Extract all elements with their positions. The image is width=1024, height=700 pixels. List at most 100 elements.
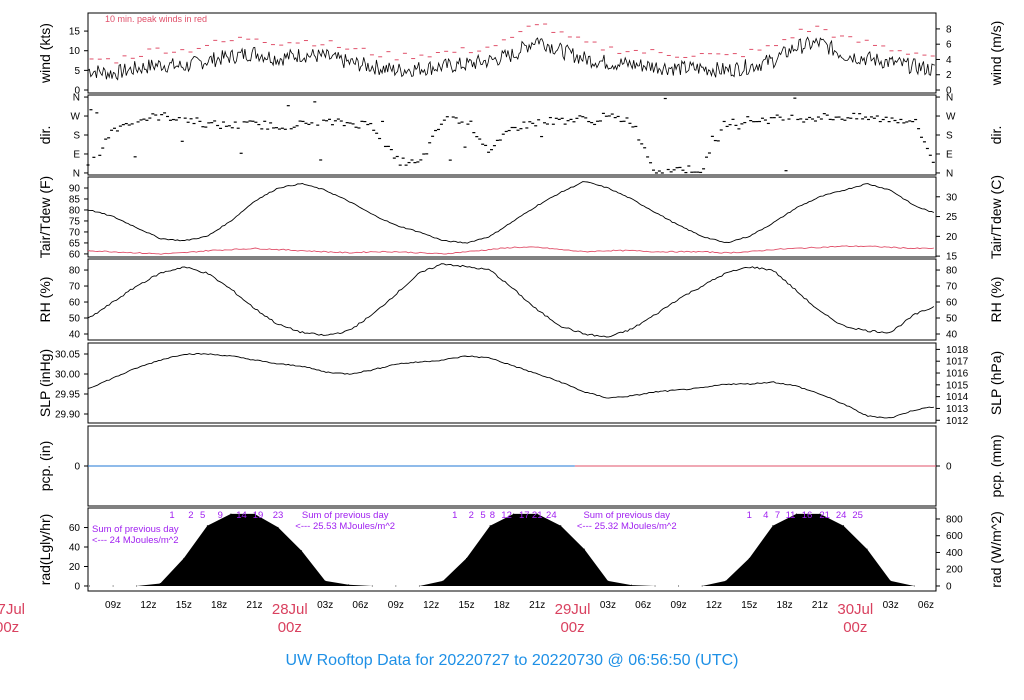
sun-hour-mark: 25 [852,510,863,521]
sun-hour-mark: 8 [490,510,495,521]
wind-series-10-min-peak-winds [89,23,935,64]
wind-left-tick-label: 10 [69,46,81,57]
dir-left-tick-label: N [73,168,80,179]
time-tick-label: 09z [105,600,121,611]
radiation-point [395,585,397,587]
rh-left-tick-label: 60 [69,298,81,309]
temp-left-tick-label: 75 [69,216,81,227]
sun-hour-mark: 21 [532,510,543,521]
time-tick-label: 09z [671,600,687,611]
wind-right-tick-label: 8 [946,24,952,35]
time-tick-label: 03z [883,600,899,611]
sun-hour-mark: 11 [786,510,796,521]
slp-right-tick-label: 1015 [946,380,969,391]
date-label-hour: 00z [560,619,584,636]
temp-right-tick-label: 30 [946,192,958,203]
slp-y-label-right: SLP (hPa) [988,351,1004,415]
rh-plot-frame [87,258,937,341]
pcp-right-tick-label: 0 [946,462,952,473]
dir-left-tick-label: S [73,131,80,142]
panel-dir: dir. dir.N NE ES SW WN N [37,93,1004,180]
sun-hour-mark: 24 [836,510,847,521]
day-sum-value: <--- 25.32 MJoules/m^2 [577,521,677,532]
slp-right-tick-label: 1014 [946,392,969,403]
temp-line [87,181,935,244]
radiation-point [301,550,303,552]
rh-right-tick-label: 80 [946,266,958,277]
date-label-hour: 00z [843,619,867,636]
time-tick-label: 15z [458,600,474,611]
rad-left-tick-label: 0 [74,581,80,592]
temp-left-tick-label: 90 [69,183,81,194]
rad-y-label-left: rad(Lgly/hr) [37,514,53,586]
temp-right-tick-label: 20 [946,232,958,243]
time-tick-label: 06z [635,600,651,611]
panel-slp: SLP (inHg) SLP (hPa) 29.90 29.95 30.00 30.05 1… [37,342,1004,427]
time-tick-label: 18z [777,600,793,611]
dir-right-tick-label: N [946,93,953,104]
slp-left-tick-label: 29.90 [55,410,80,421]
rad-right-tick-label: 400 [946,548,963,559]
dir-left-tick-label: E [73,149,80,160]
dir-left-tick-label: N [73,93,80,104]
slp-left-tick-label: 30.00 [55,370,80,381]
rh-y-label-left: RH (%) [37,277,53,323]
time-axis: 27Jul00z09z12z15z18z21z28Jul00z03z06z09z… [0,600,934,636]
sun-hour-mark: 4 [763,510,768,521]
wind-y-label-left: wind (kts) [37,23,53,84]
slp-right-tick-label: 1016 [946,369,969,380]
sun-hour-mark: 1 [452,510,457,521]
dir-right-tick-label: S [946,131,953,142]
wind-series-wind-speed [87,36,938,81]
temp-series-tdew [87,245,938,255]
rh-y-label-right: RH (%) [988,277,1004,323]
wind-y-label-right: wind (m/s) [988,21,1004,87]
radiation-point [913,585,915,587]
sun-hour-mark: 21 [819,510,830,521]
dir-series-wind-direction [86,97,935,174]
radiation-point [725,580,727,582]
rh-right-tick-label: 70 [946,282,958,293]
radiation-point [206,525,208,527]
time-tick-label: 12z [140,600,156,611]
time-tick-label: 12z [706,600,722,611]
rh-left-tick-label: 80 [69,266,81,277]
day-sum-value: <--- 25.53 MJoules/m^2 [295,521,395,532]
sun-hour-mark: 14 [236,510,247,521]
rad-right-tick-label: 0 [946,581,952,592]
pcp-y-label-left: pcp. (in) [37,441,53,492]
radiation-point [583,548,585,550]
radiation-point [536,513,538,515]
sun-hour-mark: 12 [501,510,512,521]
radiation-point [136,585,138,587]
radiation-point [230,513,232,515]
wind-left-tick-label: 15 [69,27,81,38]
temp-y-label-right: Tair/Tdew (C) [988,175,1004,259]
wind-right-tick-label: 0 [946,86,952,97]
rad-series-solar-radiation [89,513,939,587]
date-label-hour: 00z [278,619,302,636]
radiation-point [348,584,350,586]
sun-hour-mark: 2 [469,510,474,521]
rh-left-tick-label: 50 [69,314,81,325]
temp-left-tick-label: 60 [69,249,81,260]
radiation-point [937,585,939,587]
radiation-point [89,585,91,587]
panel-rad: rad(Lgly/hr) rad (W/m^2)02040600200400600… [37,507,1004,592]
temp-series-tair [87,181,938,244]
rh-left-tick-label: 70 [69,282,81,293]
panel-temp: Tair/Tdew (F) Tair/Tdew (C) 60657075808590… [37,175,1004,263]
dir-y-label-left: dir. [37,126,53,145]
date-label: 29Jul [555,601,591,618]
rh-right-tick-label: 50 [946,314,958,325]
radiation-point [748,557,750,559]
wind-speed-line [87,36,935,81]
rad-left-tick-label: 40 [69,543,81,554]
pcp-y-label-right: pcp. (mm) [988,435,1004,498]
radiation-point [654,585,656,587]
time-tick-label: 15z [176,600,192,611]
radiation-point [324,580,326,582]
temp-right-tick-label: 25 [946,212,958,223]
sun-hour-mark: 24 [546,510,557,521]
dir-right-tick-label: W [946,112,956,123]
